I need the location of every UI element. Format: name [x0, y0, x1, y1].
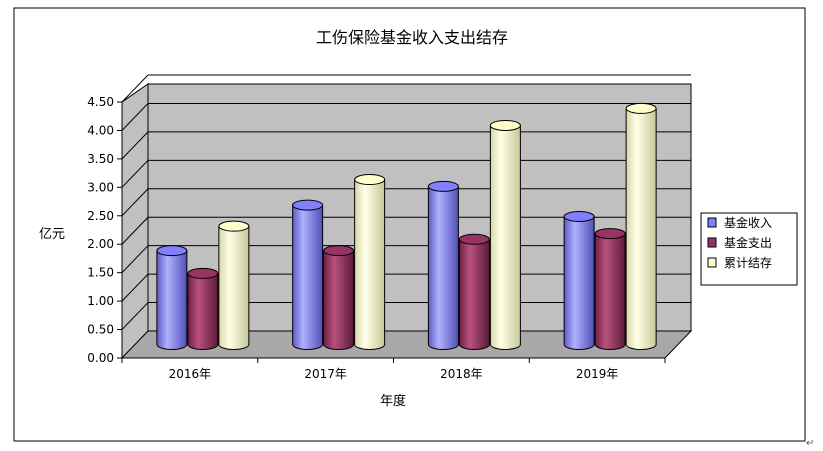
legend-label: 基金收入: [724, 215, 772, 230]
bar-top: [292, 199, 324, 211]
bar-body: [187, 272, 219, 350]
gridline-side: [121, 245, 149, 274]
y-tick-labels: 0.00 0.50 1.00 1.50 2.00 2.50 3.00 3.50 4.00 4.50: [87, 95, 122, 365]
y-tick-label: 3.50: [87, 152, 114, 166]
y-tick-label: 0.50: [87, 323, 114, 337]
bar-top: [458, 233, 490, 245]
gridline-side: [121, 188, 149, 217]
legend-label: 基金支出: [724, 235, 772, 250]
x-tick-label: 2018年: [440, 367, 483, 381]
bar-top: [187, 267, 219, 279]
bar-body: [489, 124, 521, 350]
bar-top: [625, 102, 657, 114]
bar-body: [458, 238, 490, 350]
bar-body: [563, 216, 595, 350]
y-tick-label: 2.50: [87, 209, 114, 223]
gridline-side: [121, 131, 149, 160]
bar-body: [354, 179, 386, 350]
bar-body: [427, 185, 459, 350]
bar: [292, 199, 324, 350]
gridline-side: [121, 216, 149, 245]
y-tick-label: 1.50: [87, 266, 114, 280]
legend-swatch: [707, 237, 717, 248]
y-tick-label: 2.00: [87, 237, 114, 251]
bar-body: [594, 233, 626, 350]
y-tick-label: 3.00: [87, 180, 114, 194]
bar-body: [625, 107, 657, 350]
x-axis-title: 年度: [380, 393, 406, 409]
bar: [354, 174, 386, 350]
paragraph-mark: ↵: [806, 438, 814, 449]
y-tick-label: 0.00: [87, 351, 114, 365]
x-tick-label: 2016年: [169, 367, 212, 381]
bar: [187, 267, 219, 350]
bar-top: [427, 180, 459, 192]
bar-top: [354, 174, 386, 186]
chart-title: 工伤保险基金收入支出结存: [316, 28, 508, 47]
bar-top: [594, 228, 626, 240]
gridline-side: [121, 159, 149, 188]
bar: [458, 233, 490, 350]
bar-top: [563, 211, 595, 222]
bar: [625, 102, 657, 350]
bar: [323, 245, 355, 350]
gridline-side: [121, 273, 149, 302]
bar-top: [323, 245, 355, 257]
bar: [218, 220, 250, 350]
x-tick-labels: 2016年 2017年 2018年 2019年: [121, 358, 666, 381]
bars: [156, 102, 657, 350]
gridline-side: [121, 103, 149, 131]
bar: [563, 211, 595, 350]
gridline-side: [121, 74, 149, 103]
bar-top: [489, 119, 521, 131]
y-tick-label: 1.00: [87, 294, 114, 308]
legend-swatch: [707, 217, 717, 228]
bar-body: [156, 250, 188, 350]
bar-top: [156, 245, 188, 257]
bar: [156, 245, 188, 350]
x-tick-label: 2017年: [304, 367, 347, 381]
y-axis-title: 亿元: [39, 227, 65, 242]
bar: [594, 228, 626, 350]
bar-body: [292, 204, 324, 350]
bar: [489, 119, 521, 350]
bar-body: [218, 225, 250, 350]
y-tick-label: 4.00: [87, 123, 114, 137]
bar: [427, 180, 459, 350]
x-tick-label: 2019年: [576, 367, 619, 381]
legend-swatch: [707, 257, 717, 268]
legend-label: 累计结存: [724, 256, 772, 270]
y-tick-label: 4.50: [87, 95, 114, 109]
bar-top: [218, 220, 250, 232]
legend-box: [700, 212, 798, 286]
gridline-side: [121, 302, 149, 330]
bar-body: [323, 250, 355, 350]
